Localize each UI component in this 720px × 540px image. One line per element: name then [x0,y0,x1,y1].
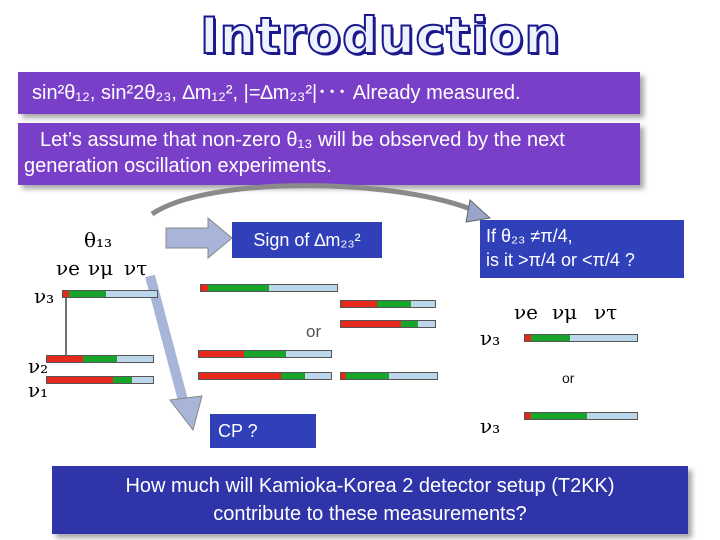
level-inverted-top-b [340,320,436,328]
level-nu2-left [46,355,154,363]
cp-box: CP ? [210,414,316,448]
assumption-line-1: Let’s assume that non-zero θ₁₃ will be o… [40,129,565,151]
flavor-nu-e: νe [56,256,80,280]
nu2-label: ν₂ [28,354,49,378]
level-octant-lower [524,412,638,420]
flavor-nu-tau: ντ [124,256,148,280]
level-normal-top [200,284,338,292]
level-nu3-left [62,290,158,298]
or-label-right: or [562,370,575,386]
level-inverted-top-a [340,300,436,308]
assumption-line-2: generation oscillation experiments. [24,155,332,177]
flavor-nu-e-right: νe [514,300,538,324]
theta13-box: θ₁₃ [50,222,150,256]
nu3-label-left: ν₃ [34,284,55,308]
octant-line-1: If θ₂₃ ≠π/4, [486,226,573,246]
flavor-nu-tau-right: ντ [594,300,618,324]
level-normal-bottom-a [198,350,332,358]
measured-parameters-bar: sin²θ₁₂, sin²2θ₂₃, ∆m₁₂², |=∆m₂₃²|･･･ Al… [18,72,640,114]
level-inverted-bottom [340,372,438,380]
assumption-bar: Let’s assume that non-zero θ₁₃ will be o… [18,123,640,185]
nu3-label-right-bottom: ν₃ [480,414,501,438]
octant-box: If θ₂₃ ≠π/4, is it >π/4 or <π/4 ? [480,220,684,278]
level-nu1-left [46,376,154,384]
question-line-1: How much will Kamioka-Korea 2 detector s… [125,475,615,497]
page-title: Introduction [199,6,562,66]
nu1-label: ν₁ [28,378,49,402]
question-line-2: contribute to these measurements? [213,503,527,525]
octant-line-2: is it >π/4 or <π/4 ? [486,250,635,270]
level-normal-bottom-b [198,372,332,380]
nu3-label-right-top: ν₃ [480,326,501,350]
level-octant-upper [524,334,638,342]
flavor-nu-mu-right: νμ [552,300,578,324]
flavor-nu-mu: νμ [88,256,114,280]
question-bar: How much will Kamioka-Korea 2 detector s… [52,466,688,534]
theta13-label: θ₁₃ [84,228,113,252]
or-label-middle: or [306,322,322,341]
sign-dm23-box: Sign of ∆m₂₃² [232,222,382,258]
